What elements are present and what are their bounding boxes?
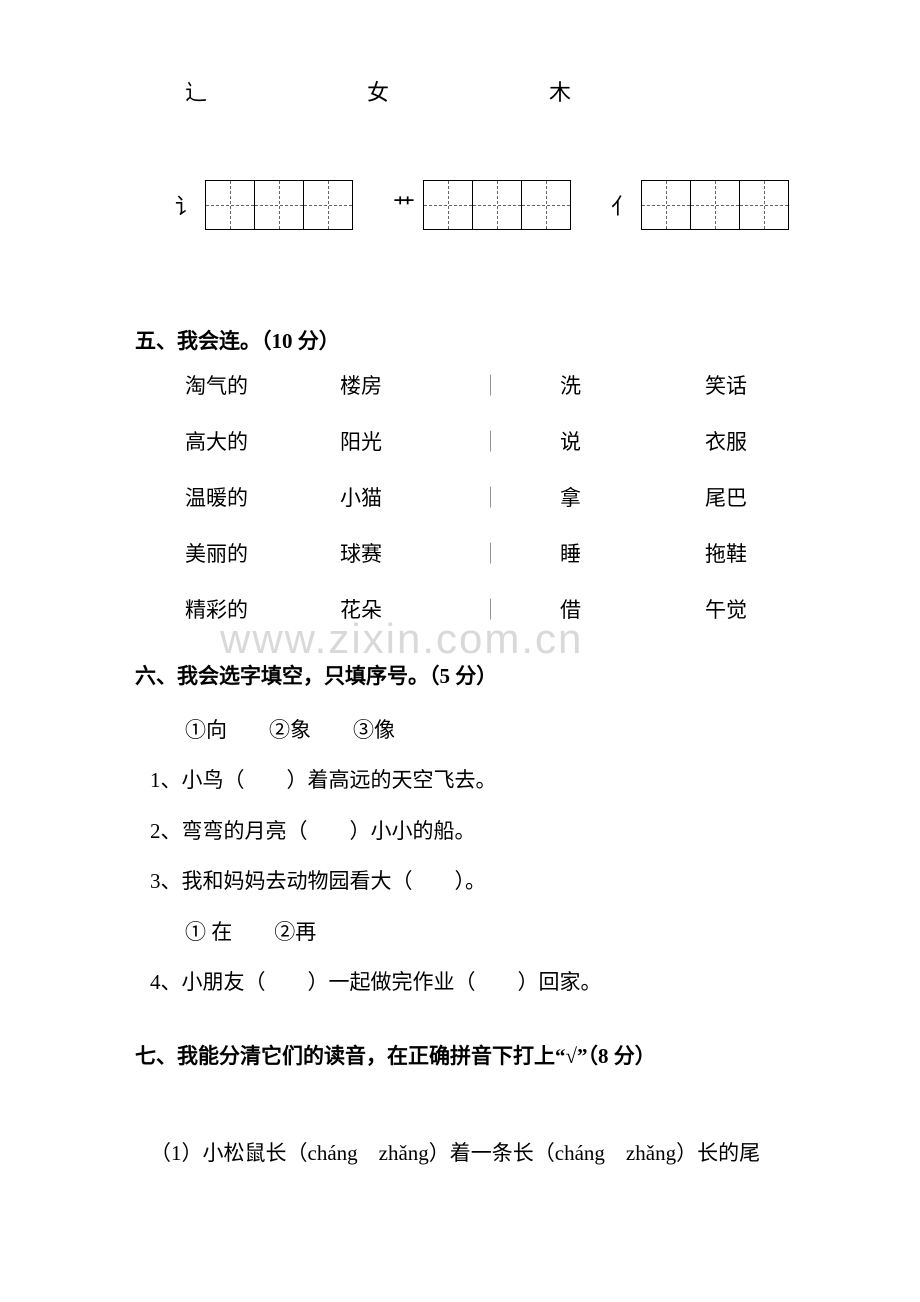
tian-zi-ge [641, 180, 789, 230]
match-right-2: 拖鞋 [705, 538, 785, 568]
match-right-1: 睡 [560, 538, 705, 568]
match-left-2: 球赛 [340, 538, 480, 568]
match-right-2: 尾巴 [705, 482, 785, 512]
grid-cell [205, 180, 255, 230]
separator: ｜ [480, 538, 560, 568]
grid-cell [739, 180, 789, 230]
tian-zi-ge [205, 180, 353, 230]
match-right-2: 午觉 [705, 594, 785, 624]
radical-3: 木 [549, 75, 571, 107]
question-7-1: （1）小松鼠长（cháng zhǎng）着一条长（cháng zhǎng）长的尾 [150, 1130, 760, 1176]
grid-cell [423, 180, 473, 230]
radical-block: 讠 [175, 180, 353, 230]
grid-cell [690, 180, 740, 230]
section-5-title: 五、我会连。（10 分） [135, 325, 340, 355]
question-4: 4、小朋友（ ）一起做完作业（ ）回家。 [150, 957, 602, 1007]
grid-cell [521, 180, 571, 230]
radical-row-2: 讠 艹 亻 [175, 180, 789, 230]
section-6-body: ①向 ②象 ③像 1、小鸟（ ）着高远的天空飞去。 2、弯弯的月亮（ ）小小的船… [150, 705, 602, 1007]
section-6-title: 六、我会选字填空，只填序号。（5 分） [135, 660, 497, 690]
section-5-table: 淘气的 楼房 ｜ 洗 笑话 高大的 阳光 ｜ 说 衣服 温暖的 小猫 ｜ 拿 尾… [185, 370, 785, 650]
grid-cell [472, 180, 522, 230]
section-7-body: （1）小松鼠长（cháng zhǎng）着一条长（cháng zhǎng）长的尾 [150, 1130, 760, 1176]
grid-cell [303, 180, 353, 230]
separator: ｜ [480, 370, 560, 400]
table-row: 美丽的 球赛 ｜ 睡 拖鞋 [185, 538, 785, 568]
radical-label: 艹 [393, 189, 415, 221]
match-right-1: 拿 [560, 482, 705, 512]
options-1: ①向 ②象 ③像 [150, 705, 602, 755]
radical-label: 亻 [611, 189, 633, 221]
match-right-1: 洗 [560, 370, 705, 400]
radical-row-1: 辶 女 木 [185, 75, 571, 107]
options-2: ① 在 ②再 [150, 907, 602, 957]
match-right-1: 说 [560, 426, 705, 456]
question-2: 2、弯弯的月亮（ ）小小的船。 [150, 806, 602, 856]
match-right-2: 衣服 [705, 426, 785, 456]
grid-cell [641, 180, 691, 230]
section-7-title: 七、我能分清它们的读音，在正确拼音下打上“√”（8 分） [135, 1040, 656, 1070]
match-left-1: 高大的 [185, 426, 340, 456]
grid-cell [254, 180, 304, 230]
match-left-1: 美丽的 [185, 538, 340, 568]
radical-1: 辶 [185, 75, 207, 107]
match-left-1: 温暖的 [185, 482, 340, 512]
radical-2: 女 [367, 75, 389, 107]
table-row: 高大的 阳光 ｜ 说 衣服 [185, 426, 785, 456]
match-left-2: 小猫 [340, 482, 480, 512]
radical-label: 讠 [175, 189, 197, 221]
table-row: 淘气的 楼房 ｜ 洗 笑话 [185, 370, 785, 400]
match-left-2: 楼房 [340, 370, 480, 400]
watermark: www.zixin.com.cn [220, 615, 583, 663]
question-3: 3、我和妈妈去动物园看大（ ）。 [150, 856, 602, 906]
match-left-1: 淘气的 [185, 370, 340, 400]
match-right-2: 笑话 [705, 370, 785, 400]
radical-block: 艹 [393, 180, 571, 230]
table-row: 温暖的 小猫 ｜ 拿 尾巴 [185, 482, 785, 512]
separator: ｜ [480, 482, 560, 512]
separator: ｜ [480, 426, 560, 456]
radical-block: 亻 [611, 180, 789, 230]
question-1: 1、小鸟（ ）着高远的天空飞去。 [150, 755, 602, 805]
tian-zi-ge [423, 180, 571, 230]
match-left-2: 阳光 [340, 426, 480, 456]
